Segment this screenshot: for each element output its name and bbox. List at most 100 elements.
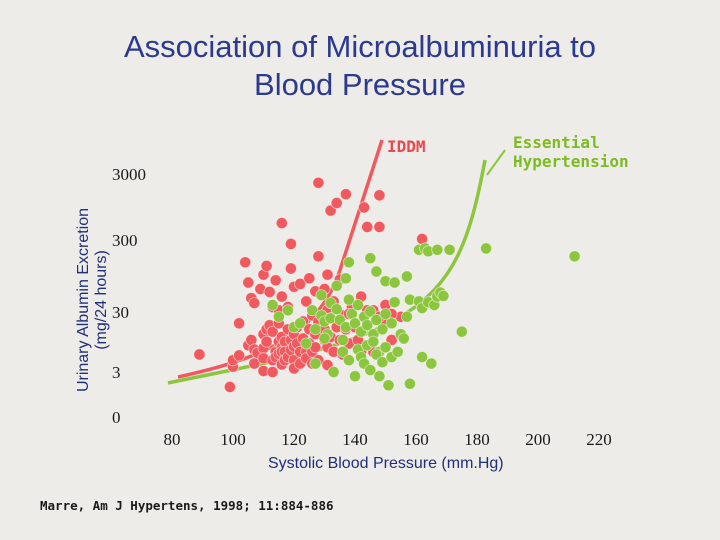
iddm-point [373,189,386,202]
essential-hypertension-point [437,289,450,302]
essential-hypertension-point [327,365,340,378]
title-line-1: Association of Microalbuminuria to [123,29,597,64]
iddm-point [248,297,261,310]
essential-hypertension-point [306,304,319,317]
title-line-2: Blood Pressure [254,67,466,102]
x-axis-ticks: 80 100 120 140 160 180 200 220 [164,430,612,449]
essential-hypertension-point [388,276,401,289]
essential-hypertension-point [480,242,493,255]
essential-hypertension-point [266,298,279,311]
iddm-point [294,277,307,290]
iddm-point [266,325,279,338]
essential-hypertension-point [385,317,398,330]
essential-hypertension-point [272,310,285,323]
y-tick-label: 30 [112,303,129,322]
iddm-point [312,250,325,263]
essential-hypertension-point [342,256,355,269]
iddm-point [330,196,343,209]
iddm-point [275,217,288,230]
essential-hypertension-point [376,356,389,369]
essential-hypertension-point [364,305,377,318]
essential-hypertension-point [376,323,389,336]
essential-hypertension-point [443,243,456,256]
essential-hypertension-point [391,345,404,358]
essential-hypertension-point [379,341,392,354]
essential-hypertension-point [309,323,322,336]
essential-hypertension-point [416,351,429,364]
iddm-point [300,295,313,308]
essential-hypertension-point [370,313,383,326]
essential-hypertension-point [294,317,307,330]
iddm-point [193,348,206,361]
essential-hypertension-point [351,298,364,311]
essential-hypertension-point [388,296,401,309]
iddm-point [260,335,273,348]
x-tick-label: 180 [464,430,490,449]
essential-hypertension-points [266,242,581,392]
iddm-point [269,274,282,287]
essential-hypertension-point [370,265,383,278]
essential-hypertension-point [373,370,386,383]
iddm-point [284,262,297,275]
x-tick-label: 160 [403,430,429,449]
essential-hypertension-point [336,345,349,358]
essential-hypertension-point [379,307,392,320]
iddm-point [312,176,325,189]
iddm-point [321,268,334,281]
iddm-point [303,272,316,285]
iddm-point [361,220,374,233]
essential-hypertension-point [400,310,413,323]
citation: Marre, Am J Hypertens, 1998; 11:884-886 [40,498,334,513]
y-tick-label: 3 [112,363,121,382]
essential-hypertension-point [348,317,361,330]
x-tick-label: 120 [281,430,307,449]
iddm-point [233,317,246,330]
essential-hypertension-point [361,319,374,332]
iddm-point [223,380,236,393]
essential-hypertension-point [367,335,380,348]
essential-hypertension-point [330,279,343,292]
essential-hypertension-point [348,370,361,383]
essential-hypertension-point [568,250,581,263]
essential-hypertension-point [382,379,395,392]
iddm-point [266,365,279,378]
y-tick-label: 0 [112,408,121,427]
y-tick-label: 300 [112,231,138,250]
iddm-point [263,285,276,298]
x-tick-label: 200 [525,430,551,449]
essential-hypertension-point [309,357,322,370]
legend-essential-hypertension-line-2: Hypertension [513,152,629,171]
essential-hypertension-point [400,270,413,283]
essential-hypertension-point [336,333,349,346]
essential-hypertension-point [364,252,377,265]
iddm-point [242,276,255,289]
essential-hypertension-point [342,354,355,367]
legend-essential-hypertension-line-1: Essential [513,133,600,152]
essential-hypertension-point [330,303,343,316]
y-axis-label-line-2: (mg/24 hours) [93,250,110,350]
essential-hypertension-point [397,332,410,345]
essential-hypertension-point [281,304,294,317]
iddm-point [358,201,371,214]
essential-hypertension-point [431,243,444,256]
y-axis-ticks: 0 3 30 300 3000 [112,165,146,427]
x-tick-label: 220 [586,430,612,449]
y-axis-label: Urinary Albumin Excretion (mg/24 hours) [75,170,111,430]
essential-hypertension-label-pointer [486,149,506,176]
essential-hypertension-point [318,332,331,345]
essential-hypertension-point [425,357,438,370]
x-tick-label: 80 [164,430,181,449]
y-tick-label: 3000 [112,165,146,184]
essential-hypertension-point [342,293,355,306]
legend-iddm: IDDM [387,137,426,156]
iddm-point [339,188,352,201]
y-axis-label-line-1: Urinary Albumin Excretion [75,207,92,393]
iddm-point [284,237,297,250]
iddm-point [233,349,246,362]
essential-hypertension-point [339,272,352,285]
essential-hypertension-point [364,364,377,377]
essential-hypertension-point [403,377,416,390]
essential-hypertension-point [300,337,313,350]
